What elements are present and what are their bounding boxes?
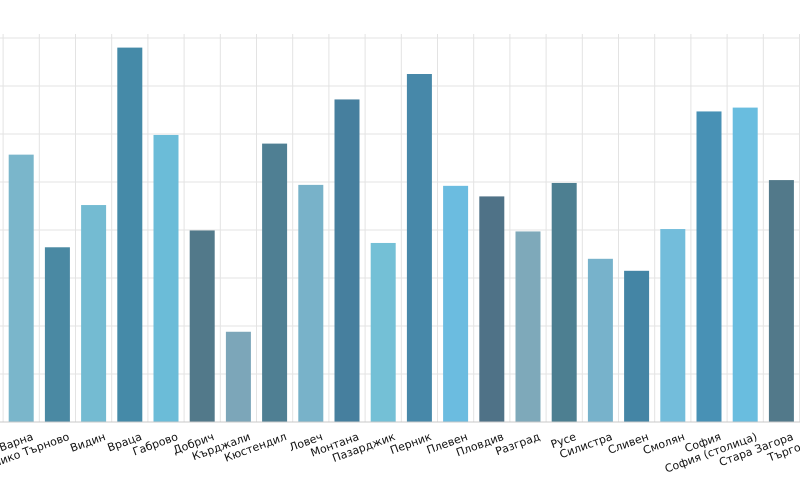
- bar[interactable]: [334, 99, 360, 422]
- x-tick-labels: БургасВарнаВелико ТърновоВидинВрацаГабро…: [0, 430, 800, 476]
- bar[interactable]: [8, 154, 34, 422]
- bar[interactable]: [696, 111, 722, 422]
- bar[interactable]: [515, 231, 541, 422]
- bar[interactable]: [262, 143, 288, 422]
- bar[interactable]: [81, 205, 107, 422]
- bar[interactable]: [732, 107, 758, 422]
- bars: [8, 47, 794, 422]
- bar[interactable]: [225, 331, 251, 422]
- bar[interactable]: [189, 230, 215, 422]
- x-tick-label: Смолян: [641, 430, 686, 457]
- bar[interactable]: [44, 247, 70, 422]
- bar[interactable]: [551, 182, 577, 422]
- bar[interactable]: [443, 185, 469, 422]
- bar[interactable]: [298, 184, 324, 422]
- bar[interactable]: [768, 180, 794, 422]
- bar[interactable]: [117, 47, 143, 422]
- bar[interactable]: [479, 196, 505, 422]
- bar[interactable]: [406, 74, 432, 422]
- bar[interactable]: [153, 134, 179, 422]
- bar[interactable]: [660, 229, 686, 422]
- bar[interactable]: [370, 242, 396, 422]
- bar[interactable]: [624, 270, 650, 422]
- bar[interactable]: [587, 258, 613, 422]
- x-tick-label: Видин: [68, 430, 107, 455]
